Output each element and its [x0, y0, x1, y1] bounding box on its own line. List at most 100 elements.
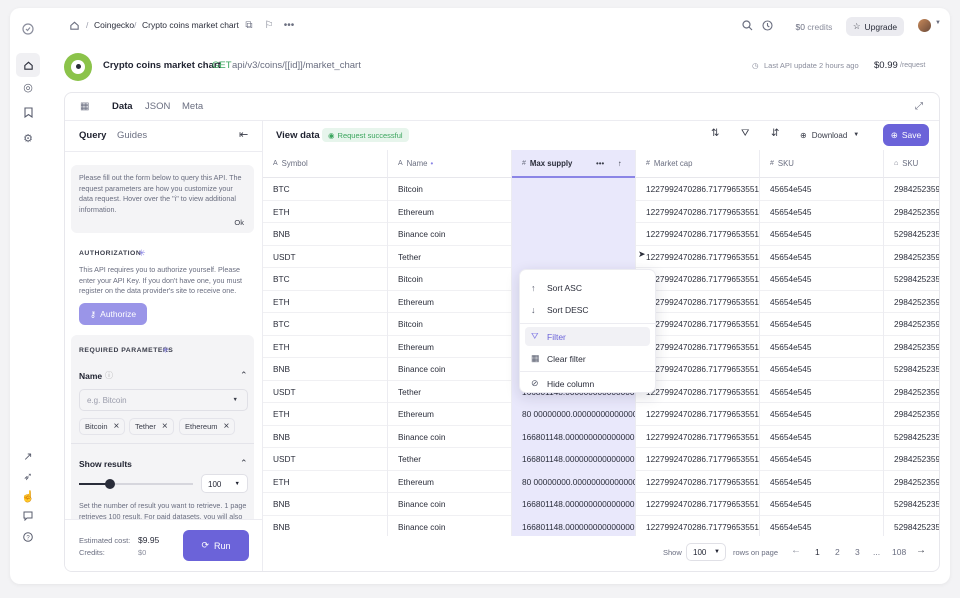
- table-row[interactable]: USDT Tether 1227992470286.71779653551 45654…: [263, 245, 939, 268]
- page-1[interactable]: 1: [815, 547, 820, 557]
- table-cell[interactable]: [511, 223, 635, 246]
- table-cell[interactable]: 166801148.000000000000000: [511, 493, 635, 516]
- table-cell[interactable]: BTC: [273, 274, 290, 285]
- table-cell[interactable]: Ethereum: [387, 335, 511, 358]
- remove-chip-icon[interactable]: ×: [161, 421, 168, 432]
- next-page-icon[interactable]: →: [916, 545, 926, 556]
- table-row[interactable]: ETH Ethereum 1227992470286.71779653551 4565…: [263, 200, 939, 223]
- table-cell[interactable]: 45654e545: [759, 448, 883, 471]
- rows-per-page-select[interactable]: 100 ▼: [686, 543, 726, 561]
- tab-data[interactable]: Data: [112, 101, 133, 112]
- copy-icon[interactable]: ⧉: [245, 19, 253, 31]
- table-cell[interactable]: BNB: [273, 364, 291, 375]
- table-cell[interactable]: BNB: [273, 431, 291, 442]
- table-cell[interactable]: 5298425235: [883, 268, 939, 291]
- table-cell[interactable]: 5298425235: [883, 358, 939, 381]
- arrow-up-right-icon[interactable]: ↗: [23, 450, 33, 463]
- sort-icon[interactable]: ⇅: [711, 128, 720, 139]
- tab-meta[interactable]: Meta: [182, 101, 204, 112]
- settings-gear-icon[interactable]: ⚙: [23, 132, 33, 145]
- column-header[interactable]: # SKU: [759, 150, 883, 178]
- table-cell[interactable]: 1227992470286.71779653551: [635, 425, 759, 448]
- help-icon[interactable]: ?: [19, 528, 37, 546]
- table-cell[interactable]: [511, 200, 635, 223]
- table-cell[interactable]: 5298425235: [883, 493, 939, 516]
- table-cell[interactable]: 1227992470286.71779653551: [635, 245, 759, 268]
- table-cell[interactable]: 2984252359: [883, 470, 939, 493]
- table-cell[interactable]: 45654e545: [759, 470, 883, 493]
- table-cell[interactable]: Ethereum: [387, 290, 511, 313]
- chevron-down-icon[interactable]: ▼: [935, 20, 941, 26]
- table-cell[interactable]: 45654e545: [759, 313, 883, 336]
- menu-sort-desc[interactable]: ↓ Sort DESC: [525, 300, 650, 319]
- remove-chip-icon[interactable]: ×: [223, 421, 230, 432]
- more-horizontal-icon[interactable]: •••: [283, 19, 295, 31]
- table-cell[interactable]: USDT: [273, 251, 296, 262]
- table-cell[interactable]: 45654e545: [759, 335, 883, 358]
- table-cell[interactable]: USDT: [273, 454, 296, 465]
- table-cell[interactable]: Binance coin: [387, 515, 511, 536]
- chip-bitcoin[interactable]: Bitcoin ×: [79, 418, 126, 435]
- table-cell[interactable]: 2984252359: [883, 403, 939, 426]
- table-cell[interactable]: 45654e545: [759, 200, 883, 223]
- avatar[interactable]: [918, 19, 931, 32]
- table-cell[interactable]: ETH: [273, 296, 290, 307]
- table-cell[interactable]: 5298425235: [883, 515, 939, 536]
- menu-hide-column[interactable]: ⊘ Hide column: [525, 374, 650, 393]
- chip-ethereum[interactable]: Ethereum ×: [179, 418, 236, 435]
- table-cell[interactable]: BTC: [273, 319, 290, 330]
- table-cell[interactable]: 5298425235: [883, 223, 939, 246]
- thumbs-up-icon[interactable]: ☝: [21, 490, 35, 503]
- table-cell[interactable]: 80 00000000.0000000000000000: [511, 470, 635, 493]
- table-cell[interactable]: 1227992470286.71779653551: [635, 493, 759, 516]
- table-cell[interactable]: ETH: [273, 206, 290, 217]
- table-cell[interactable]: Bitcoin: [387, 268, 511, 291]
- chevron-up-icon[interactable]: ⌃: [240, 370, 248, 380]
- remove-chip-icon[interactable]: ×: [113, 421, 120, 432]
- table-cell[interactable]: 2984252359: [883, 200, 939, 223]
- page-3[interactable]: 3: [855, 547, 860, 557]
- table-cell[interactable]: 1227992470286.71779653551: [635, 515, 759, 536]
- column-header[interactable]: A Symbol: [263, 150, 387, 178]
- table-cell[interactable]: 5298425235: [883, 425, 939, 448]
- chip-tether[interactable]: Tether ×: [129, 418, 174, 435]
- table-cell[interactable]: 45654e545: [759, 178, 883, 201]
- table-row[interactable]: BNB Binance coin 1227992470286.71779653551…: [263, 223, 939, 246]
- table-cell[interactable]: 1227992470286.71779653551: [635, 223, 759, 246]
- menu-sort-asc[interactable]: ↑ Sort ASC: [525, 278, 650, 297]
- bookmark-icon[interactable]: [19, 103, 37, 121]
- table-cell[interactable]: BNB: [273, 229, 291, 240]
- table-cell[interactable]: Bitcoin: [387, 178, 511, 201]
- table-cell[interactable]: Binance coin: [387, 358, 511, 381]
- history-clock-icon[interactable]: [760, 18, 774, 32]
- results-slider-thumb[interactable]: [104, 479, 115, 489]
- tab-json[interactable]: JSON: [145, 101, 171, 112]
- menu-filter[interactable]: ⛛ Filter: [525, 327, 650, 346]
- table-cell[interactable]: Binance coin: [387, 425, 511, 448]
- flag-icon[interactable]: ⚐: [264, 19, 274, 31]
- app-logo-icon[interactable]: [19, 20, 37, 38]
- authorize-button[interactable]: ⚷ Authorize: [79, 303, 147, 325]
- tab-guides[interactable]: Guides: [117, 130, 148, 141]
- explore-icon[interactable]: ◎: [23, 81, 33, 94]
- breadcrumb-coingecko[interactable]: Coingecko: [94, 20, 135, 30]
- run-button[interactable]: ⟳ Run: [183, 530, 249, 561]
- table-cell[interactable]: 166801148.000000000000000: [511, 448, 635, 471]
- upgrade-button[interactable]: ☆ Upgrade: [846, 17, 904, 36]
- table-cell[interactable]: USDT: [273, 386, 296, 397]
- table-cell[interactable]: 2984252359: [883, 245, 939, 268]
- column-header[interactable]: # Max supply ••• ↑: [511, 150, 635, 178]
- table-cell[interactable]: Ethereum: [387, 470, 511, 493]
- table-cell[interactable]: 45654e545: [759, 493, 883, 516]
- table-cell[interactable]: ETH: [273, 476, 290, 487]
- table-cell[interactable]: 166801148.000000000000000: [511, 515, 635, 536]
- table-cell[interactable]: 2984252359: [883, 380, 939, 403]
- table-cell[interactable]: 2984252359: [883, 178, 939, 201]
- table-cell[interactable]: Binance coin: [387, 493, 511, 516]
- table-cell[interactable]: [511, 178, 635, 201]
- chevron-up-icon[interactable]: ⌃: [240, 458, 248, 468]
